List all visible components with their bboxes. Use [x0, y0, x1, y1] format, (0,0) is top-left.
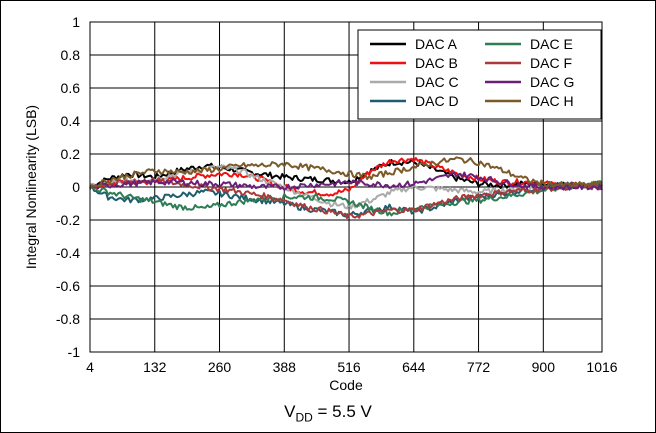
x-tick-label: 388	[273, 359, 297, 375]
series-line-dac-b	[89, 157, 602, 197]
x-axis-label: Code	[329, 377, 363, 393]
legend-label-dac-g: DAC G	[530, 74, 574, 90]
x-tick-label: 132	[143, 359, 167, 375]
series-line-dac-g	[89, 171, 603, 191]
y-tick-label: 0	[72, 179, 80, 195]
y-tick-label: 0.8	[61, 47, 81, 63]
series-line-dac-f	[89, 177, 603, 220]
x-tick-label: 772	[467, 359, 491, 375]
legend-label-dac-h: DAC H	[530, 93, 574, 109]
caption-value: = 5.5 V	[312, 402, 372, 421]
legend-label-dac-e: DAC E	[530, 36, 573, 52]
x-tick-label: 900	[532, 359, 556, 375]
y-tick-label: -1	[68, 344, 81, 360]
x-tick-label: 4	[86, 359, 94, 375]
caption-subscript: DD	[295, 410, 313, 425]
legend-label-dac-d: DAC D	[415, 93, 459, 109]
legend-label-dac-b: DAC B	[415, 55, 458, 71]
series-line-dac-h	[89, 156, 603, 189]
y-axis-label: Integral Nonlinearity (LSB)	[23, 105, 39, 269]
legend-label-dac-f: DAC F	[530, 55, 572, 71]
y-tick-label: -0.6	[56, 278, 80, 294]
y-tick-label: 0.2	[61, 146, 81, 162]
y-tick-label: 0.4	[61, 113, 81, 129]
x-tick-label: 260	[208, 359, 232, 375]
legend-label-dac-c: DAC C	[415, 74, 459, 90]
legend-label-dac-a: DAC A	[415, 36, 458, 52]
caption-v: V	[284, 402, 296, 421]
x-tick-label: 516	[337, 359, 361, 375]
x-tick-label: 1016	[586, 359, 617, 375]
y-tick-label: -0.2	[56, 212, 80, 228]
y-tick-label: -0.4	[56, 245, 80, 261]
plot-border	[89, 21, 603, 353]
supply-voltage-caption: VDD = 5.5 V	[0, 402, 656, 424]
y-tick-label: 1	[72, 14, 80, 30]
y-tick-label: 0.6	[61, 80, 81, 96]
series-line-dac-e	[89, 180, 603, 217]
y-tick-label: -0.8	[56, 311, 80, 327]
x-tick-label: 644	[402, 359, 426, 375]
